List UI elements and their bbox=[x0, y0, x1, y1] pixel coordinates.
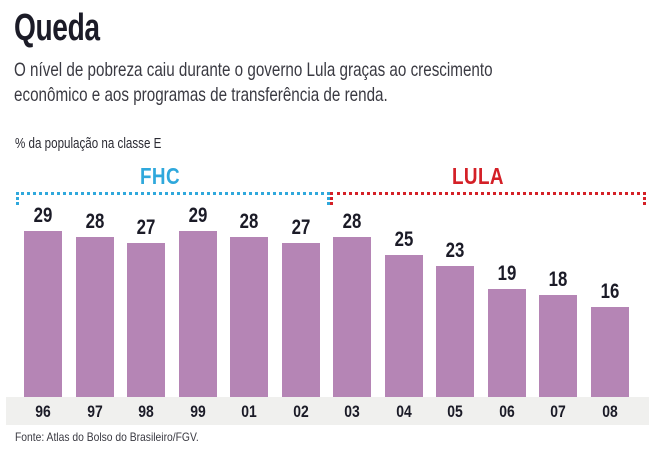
bar bbox=[281, 242, 320, 400]
x-axis-band: 96 97 98 99 01 02 03 04 05 06 07 08 bbox=[6, 397, 649, 425]
chart-subtitle-line-2: econômico e aos programas de transferênc… bbox=[14, 84, 388, 106]
x-axis-tick-label: 08 bbox=[601, 402, 618, 421]
x-axis-tick-label: 04 bbox=[395, 402, 412, 421]
period-label-lula: LULA bbox=[452, 163, 504, 189]
period-bracket-lula bbox=[330, 192, 646, 206]
chart-subtitle: O nível de pobreza caiu durante o govern… bbox=[14, 58, 638, 108]
x-axis-tick-label: 07 bbox=[550, 402, 566, 421]
source-note: Fonte: Atlas do Bolso do Brasileiro/FGV. bbox=[15, 430, 199, 444]
bar bbox=[384, 254, 423, 400]
bracket-tick-right bbox=[643, 192, 646, 205]
bar bbox=[487, 289, 526, 400]
x-axis-tick-label: 05 bbox=[447, 402, 463, 421]
chart-subtitle-line-1: O nível de pobreza caiu durante o govern… bbox=[14, 59, 493, 81]
bar bbox=[230, 237, 268, 400]
bar-plot-area: 29 28 27 29 28 27 28 25 23 19 18 16 bbox=[0, 200, 660, 400]
bar-value-label: 29 bbox=[33, 204, 53, 228]
bar bbox=[539, 295, 577, 400]
bar-value-label: 19 bbox=[497, 262, 516, 286]
x-axis-tick-label: 02 bbox=[292, 402, 309, 421]
bar bbox=[127, 242, 165, 400]
page-title: Queda bbox=[14, 7, 100, 49]
bar-value-label: 23 bbox=[445, 239, 465, 263]
period-bracket-fhc bbox=[16, 192, 330, 206]
x-axis-tick-label: 01 bbox=[241, 402, 257, 421]
bar-value-label: 27 bbox=[136, 215, 156, 239]
y-axis-unit-label: % da população na classe E bbox=[15, 136, 162, 152]
bar-value-label: 16 bbox=[600, 279, 619, 303]
bracket-rail bbox=[330, 192, 646, 195]
bar bbox=[436, 266, 474, 400]
bar-value-label: 25 bbox=[394, 227, 413, 251]
bar bbox=[590, 306, 629, 400]
bar-value-label: 27 bbox=[291, 215, 310, 239]
bar bbox=[24, 231, 62, 400]
x-axis-tick-label: 06 bbox=[498, 402, 515, 421]
bar bbox=[333, 237, 371, 400]
bracket-rail bbox=[16, 192, 330, 195]
bracket-tick-left bbox=[16, 192, 19, 205]
bar bbox=[75, 237, 114, 400]
period-label-fhc: FHC bbox=[140, 163, 181, 189]
x-axis-tick-label: 98 bbox=[138, 402, 154, 421]
bracket-tick-left bbox=[330, 192, 333, 205]
x-axis-tick-label: 97 bbox=[86, 402, 103, 421]
bracket-tick-right bbox=[327, 192, 330, 205]
x-axis-tick-label: 99 bbox=[189, 402, 206, 421]
bar bbox=[178, 231, 217, 400]
x-axis-tick-label: 96 bbox=[35, 402, 51, 421]
bar-value-label: 28 bbox=[342, 210, 362, 234]
bar-value-label: 29 bbox=[188, 204, 207, 228]
bar-value-label: 28 bbox=[239, 210, 259, 234]
bar-value-label: 18 bbox=[548, 268, 568, 292]
bar-value-label: 28 bbox=[85, 210, 104, 234]
x-axis-tick-label: 03 bbox=[344, 402, 360, 421]
